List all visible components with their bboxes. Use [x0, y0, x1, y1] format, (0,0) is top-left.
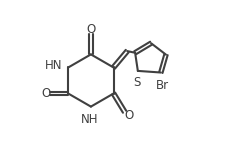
Text: S: S: [133, 76, 140, 89]
Text: Br: Br: [155, 79, 168, 91]
Text: HN: HN: [45, 59, 62, 72]
Text: O: O: [41, 87, 50, 100]
Text: O: O: [123, 109, 133, 122]
Text: NH: NH: [81, 113, 99, 126]
Text: O: O: [86, 23, 95, 36]
